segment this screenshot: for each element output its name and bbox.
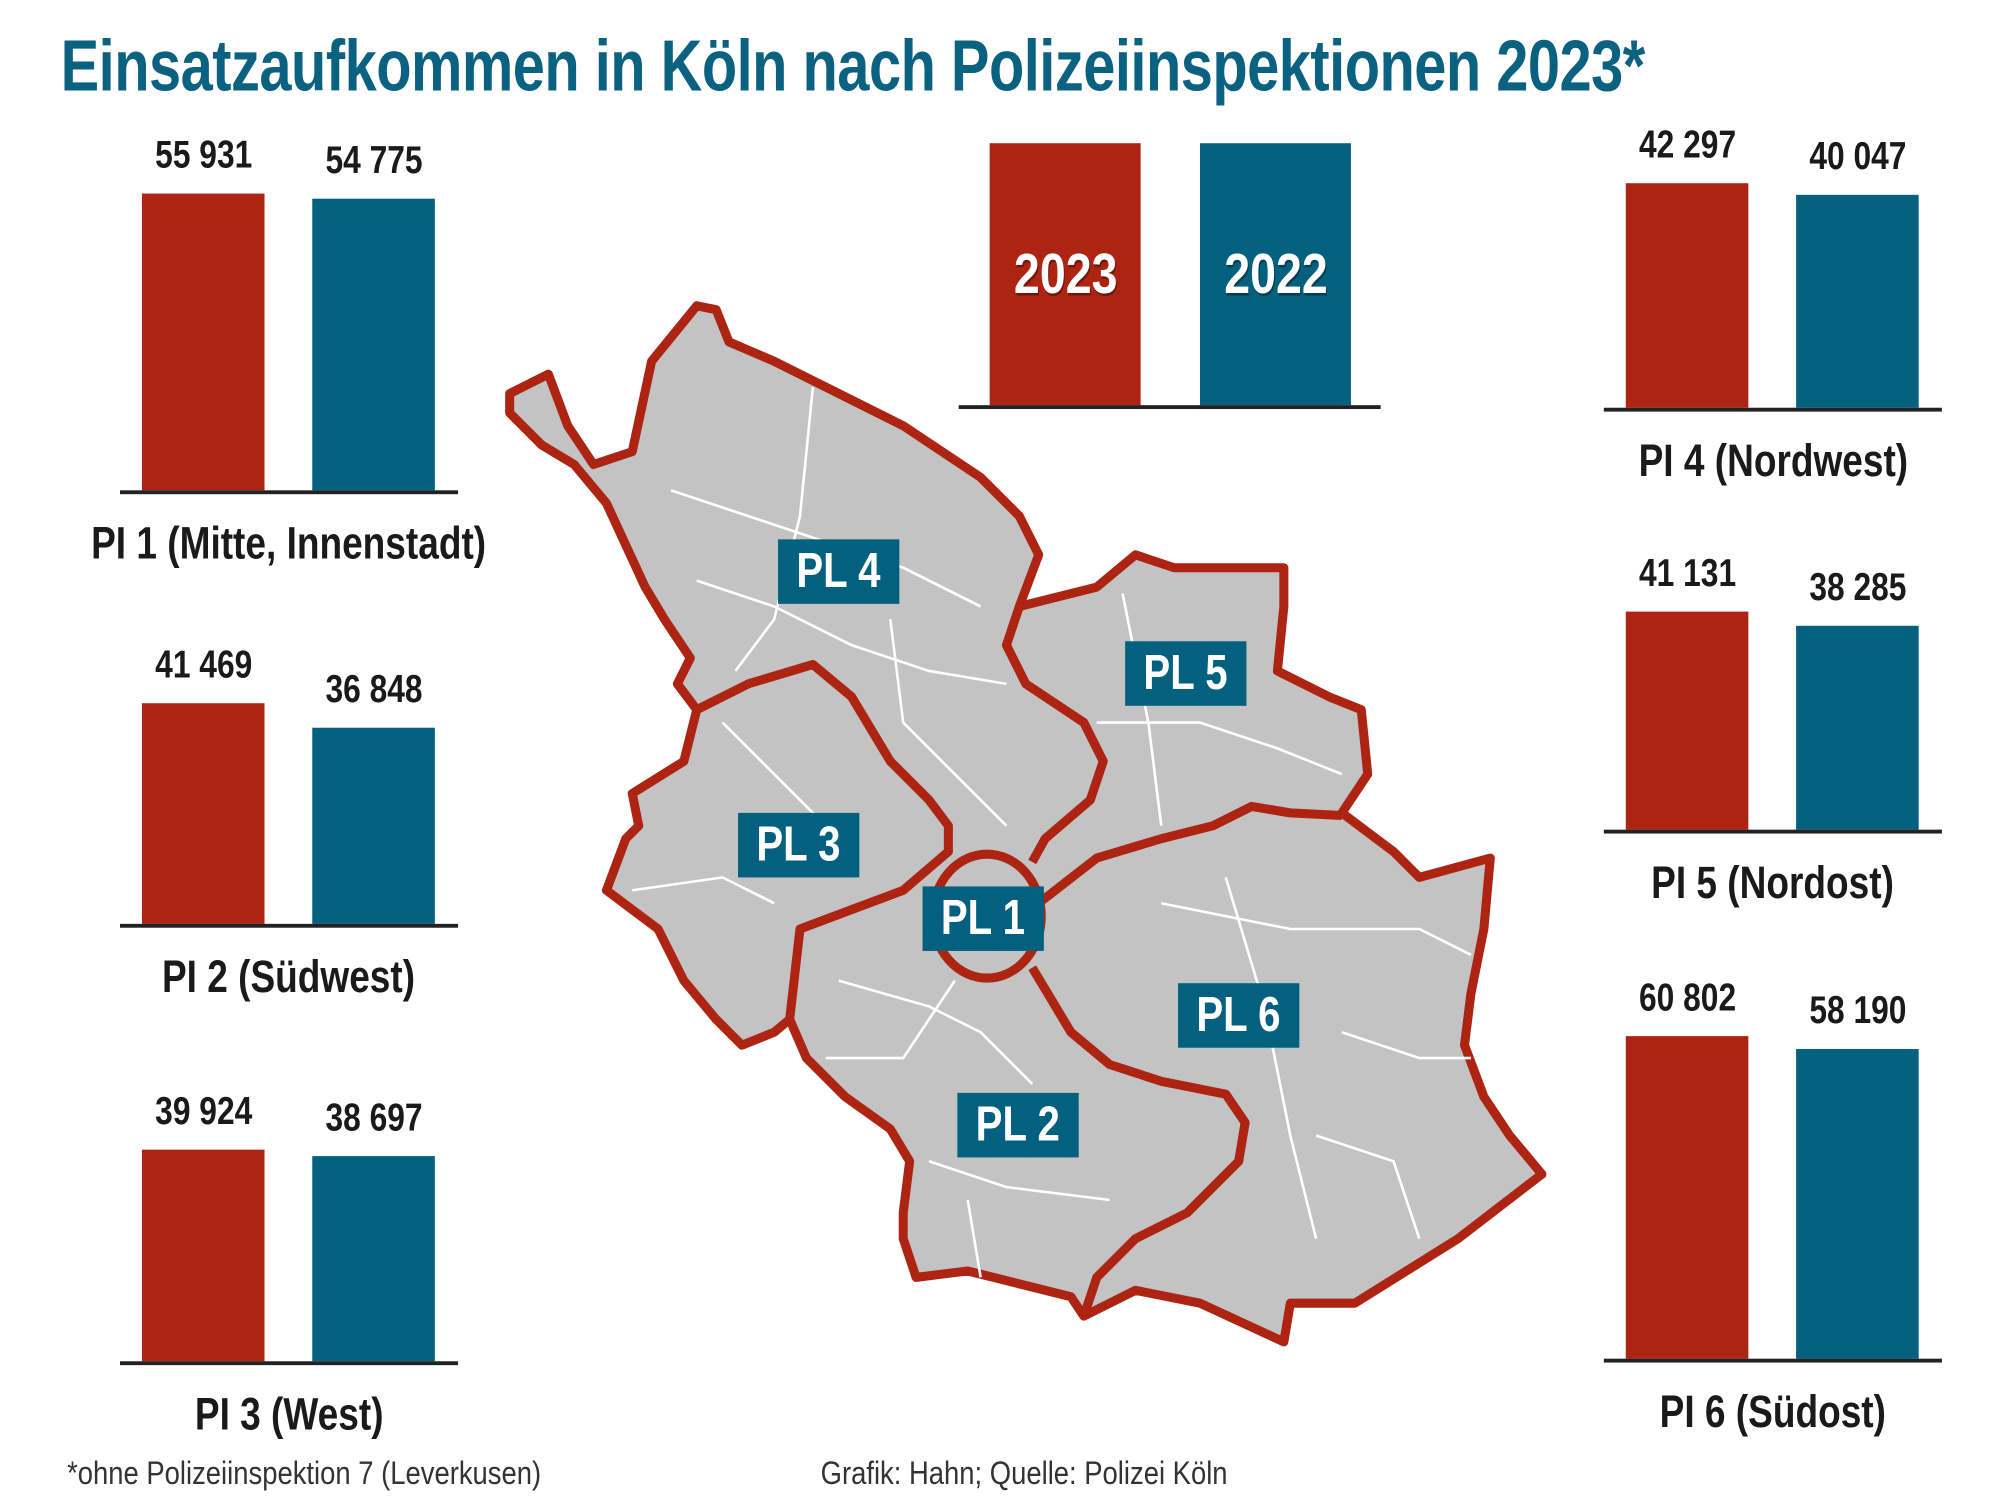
baseline [119, 1361, 459, 1366]
map-label-pl3: PL 3 [738, 812, 860, 878]
value-label: 40 047 [1808, 135, 1906, 179]
value-label: 42 297 [1638, 123, 1736, 167]
bar-2022 [312, 1155, 435, 1362]
baseline [1603, 829, 1942, 834]
map-label-pl6: PL 6 [1178, 983, 1300, 1048]
bar-2022 [1796, 194, 1919, 408]
footnote: *ohne Polizeiinspektion 7 (Leverkusen) [67, 1455, 542, 1492]
bar-2022 [1796, 1049, 1919, 1359]
panel-title: PI 3 (West) [194, 1389, 384, 1440]
panel-title: PI 4 (Nordwest) [1638, 436, 1908, 487]
map-label-pl5: PL 5 [1125, 641, 1247, 706]
bar-2022 [312, 727, 435, 924]
bar-2023 [1625, 1035, 1749, 1359]
panel-title: PI 1 (Mitte, Innenstadt) [91, 518, 487, 570]
value-label: 38 697 [324, 1096, 423, 1139]
bar-2023 [141, 1149, 265, 1362]
legend-bar-2022: 2022 [1199, 143, 1351, 406]
bar-2023 [141, 703, 265, 924]
value-label: 58 190 [1808, 990, 1906, 1033]
bar-2022 [312, 199, 435, 491]
map-label-pl2: PL 2 [957, 1092, 1079, 1158]
value-label: 54 775 [324, 139, 423, 183]
map-label-pl1: PL 1 [922, 886, 1044, 951]
value-label: 41 131 [1638, 551, 1736, 595]
bar-2023 [1625, 182, 1749, 408]
panel-title: PI 2 (Südwest) [162, 952, 416, 1003]
source-credit: Grafik: Hahn; Quelle: Polizei Köln [820, 1455, 1228, 1492]
legend-label-2023: 2023 [1013, 241, 1117, 306]
value-label: 60 802 [1638, 976, 1736, 1019]
panel-title: PI 5 (Nordost) [1651, 858, 1895, 909]
baseline [1603, 407, 1942, 412]
map-label-pl4: PL 4 [778, 539, 900, 604]
chart-title: Einsatzaufkommen in Köln nach Polizeiins… [60, 24, 1646, 106]
bar-2023 [1625, 611, 1749, 830]
value-label: 38 285 [1808, 566, 1906, 610]
bar-2023 [141, 193, 265, 491]
value-label: 55 931 [154, 133, 252, 177]
baseline [119, 490, 459, 495]
legend-baseline [958, 405, 1381, 410]
bar-2022 [1796, 626, 1919, 830]
baseline [1603, 1358, 1942, 1363]
value-label: 36 848 [324, 668, 423, 712]
city-area [505, 301, 1547, 1347]
panel-title: PI 6 (Südost) [1659, 1387, 1887, 1438]
legend-label-2022: 2022 [1223, 241, 1328, 306]
value-label: 39 924 [154, 1089, 252, 1133]
value-label: 41 469 [154, 644, 252, 687]
legend-bar-2023: 2023 [989, 143, 1141, 406]
baseline [119, 923, 459, 928]
